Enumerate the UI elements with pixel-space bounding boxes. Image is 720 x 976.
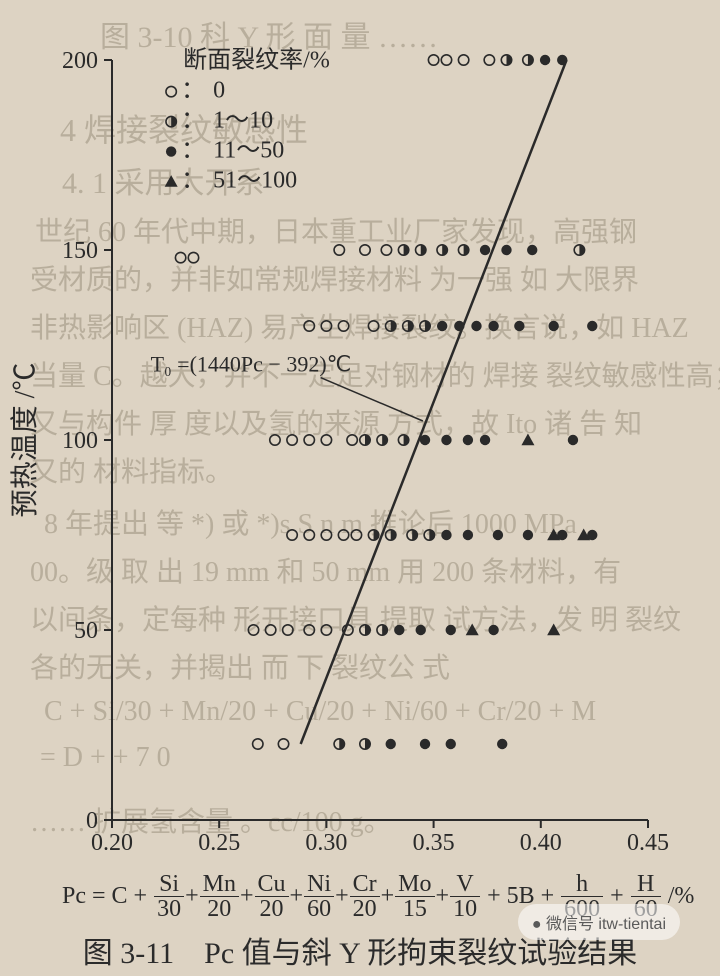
scatter-chart: 0 50 100 150 200 0.20 0.25 0.30 0.35 0.40 0.45 预热温度… [0, 0, 720, 870]
wechat-icon: ● [532, 916, 542, 933]
svg-text:50: 50 [74, 618, 98, 644]
svg-text:0.40: 0.40 [520, 830, 562, 856]
formula-term: Cr20 [350, 872, 380, 921]
svg-text:断面裂纹率/%: 断面裂纹率/% [183, 47, 330, 74]
svg-text:：: ： [181, 168, 205, 194]
svg-text:：: ： [181, 108, 205, 134]
svg-text:0.20: 0.20 [91, 830, 133, 856]
watermark-text: 微信号 itw-tientai [546, 916, 666, 933]
svg-text:0.25: 0.25 [198, 830, 240, 856]
formula-term: V10 [450, 872, 480, 921]
svg-text:200: 200 [62, 48, 98, 74]
formula-term: Mo15 [395, 872, 434, 921]
svg-text:T₀ =(1440Pc − 392)℃: T₀ =(1440Pc − 392)℃ [151, 352, 352, 377]
formula-term: Ni60 [304, 872, 334, 921]
svg-text:1～10: 1～10 [213, 108, 273, 134]
svg-text:150: 150 [62, 238, 98, 264]
svg-text:51～100: 51～100 [213, 168, 297, 194]
svg-text:0.45: 0.45 [627, 830, 669, 856]
formula-term: Si30 [154, 872, 184, 921]
svg-text:100: 100 [62, 428, 98, 454]
svg-text:预热温度 /℃: 预热温度 /℃ [9, 363, 41, 518]
formula-term: Cu20 [255, 872, 289, 921]
svg-text:11～50: 11～50 [213, 138, 284, 164]
formula-lead: Pc = C + [62, 883, 153, 909]
svg-text:：: ： [181, 78, 205, 104]
svg-text:0: 0 [213, 78, 225, 104]
svg-text:：: ： [181, 138, 205, 164]
svg-text:0.30: 0.30 [305, 830, 347, 856]
formula-term: Mn20 [200, 872, 239, 921]
watermark: ● 微信号 itw-tientai [518, 904, 680, 940]
svg-text:0.35: 0.35 [413, 830, 455, 856]
